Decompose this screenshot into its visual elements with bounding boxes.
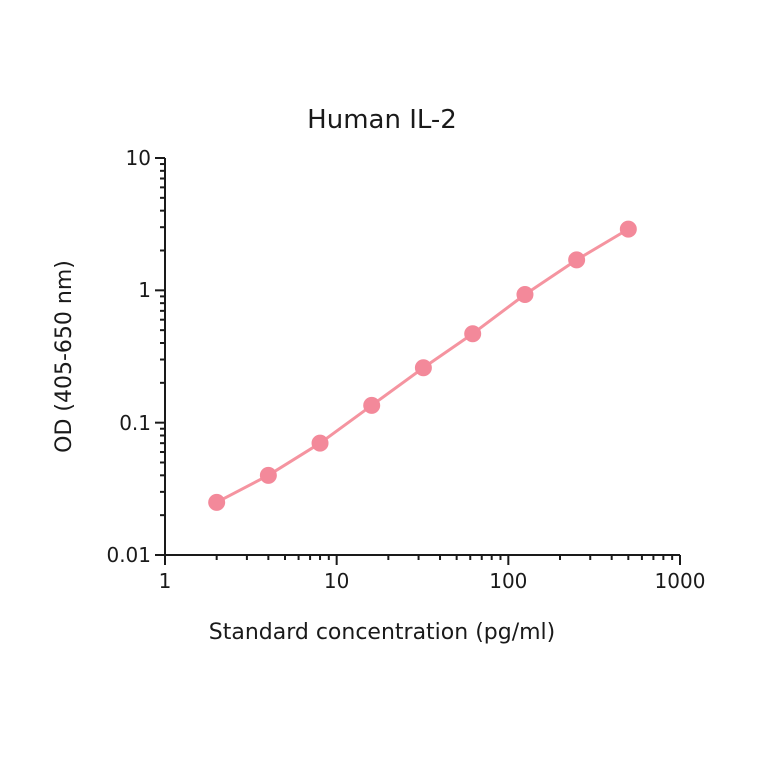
y-tick-label: 10: [126, 146, 151, 170]
y-tick-label: 0.1: [119, 411, 151, 435]
y-tick-label: 1: [138, 278, 151, 302]
x-tick-label: 100: [478, 569, 538, 593]
x-tick-label: 1: [135, 569, 195, 593]
x-tick-label: 10: [307, 569, 367, 593]
chart-svg: [0, 0, 764, 764]
chart-container: Human IL-2 OD (405-650 nm) Standard conc…: [0, 0, 764, 764]
x-tick-label: 1000: [650, 569, 710, 593]
y-tick-label: 0.01: [106, 543, 151, 567]
